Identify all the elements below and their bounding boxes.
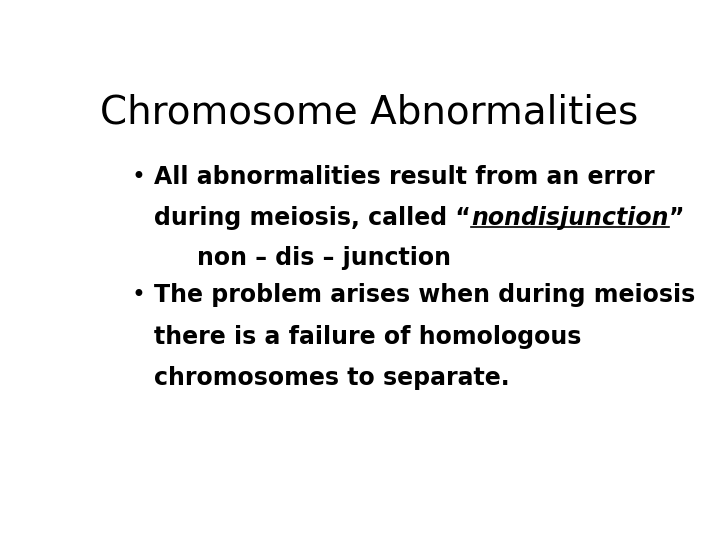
Text: non – dis – junction: non – dis – junction [197, 246, 451, 269]
Text: there is a failure of homologous: there is a failure of homologous [154, 325, 582, 349]
Text: The problem arises when during meiosis: The problem arises when during meiosis [154, 283, 696, 307]
Text: chromosomes to separate.: chromosomes to separate. [154, 366, 510, 390]
Text: •: • [132, 165, 145, 188]
Text: nondisjunction: nondisjunction [471, 206, 669, 230]
Text: All abnormalities result from an error: All abnormalities result from an error [154, 165, 654, 188]
Text: •: • [132, 283, 145, 307]
Text: during meiosis, called “: during meiosis, called “ [154, 206, 471, 230]
Text: Chromosome Abnormalities: Chromosome Abnormalities [100, 94, 638, 132]
Text: ”: ” [669, 206, 684, 230]
